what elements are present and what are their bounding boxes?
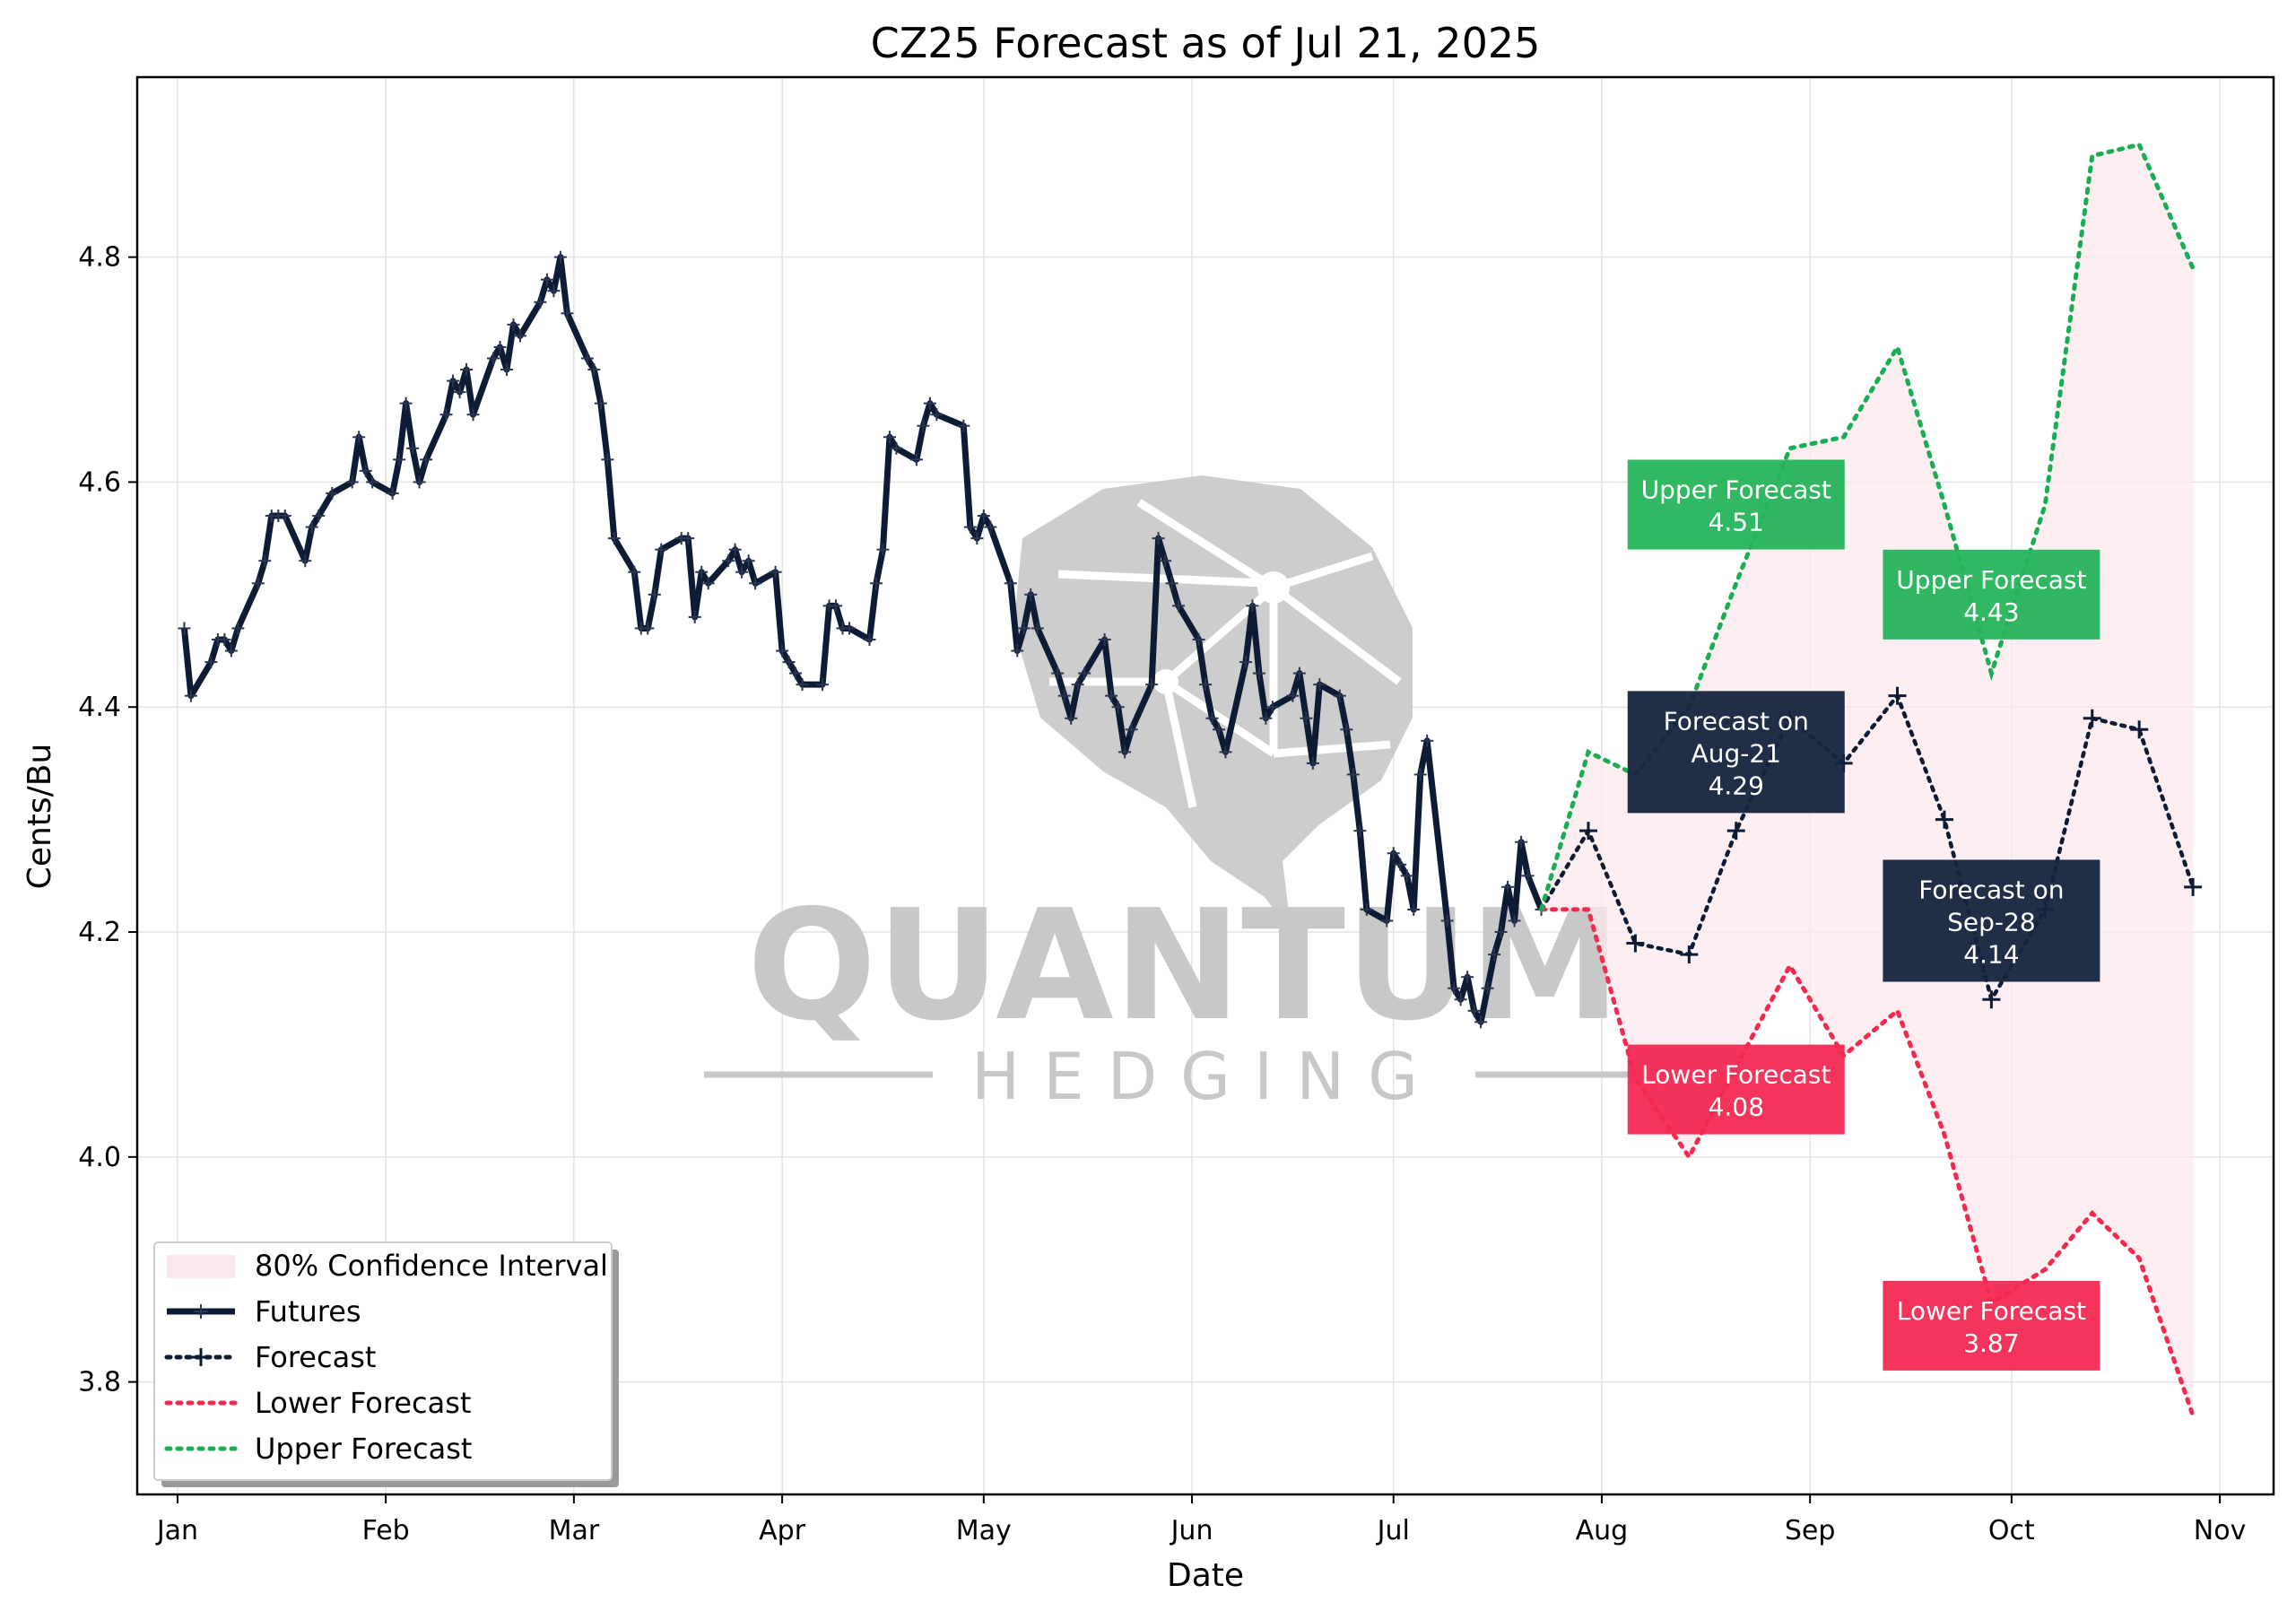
- watermark-brain-line: [1161, 681, 1197, 808]
- x-tick-label: Nov: [2194, 1515, 2247, 1546]
- annotation-text: Forecast on: [1664, 706, 1809, 736]
- y-tick-label: 4.0: [78, 1142, 121, 1173]
- watermark-brain-shape: [1013, 475, 1413, 933]
- x-tick-label: May: [956, 1515, 1012, 1546]
- watermark-text-quantum: QUANTUM: [747, 877, 1621, 1055]
- watermark-brain-line: [1136, 499, 1276, 591]
- futures-line: [180, 254, 1544, 1025]
- x-tick-label: Jun: [1170, 1515, 1213, 1546]
- annotation-text: 4.51: [1709, 508, 1764, 537]
- legend-label: Lower Forecast: [255, 1386, 471, 1420]
- watermark-brain-node: [1153, 669, 1178, 694]
- annotation-text: Upper Forecast: [1641, 475, 1831, 505]
- watermark-brain-node: [1257, 571, 1290, 604]
- legend-item-upper: Upper Forecast: [164, 1432, 472, 1466]
- watermark-brain-line: [1273, 740, 1391, 758]
- x-tick-label: Aug: [1576, 1515, 1629, 1546]
- axes: Jan Feb Mar Apr May Jun Jul Aug Sep Oct Nov 3.8 4.0 4…: [78, 75, 2275, 1546]
- legend-item-futures: Futures: [167, 1294, 361, 1328]
- annotation-text: 4.14: [1963, 939, 2019, 969]
- x-tick-label: Jul: [1376, 1515, 1410, 1546]
- legend-item-band: 80% Confidence Interval: [167, 1249, 608, 1283]
- annotation-box: [1883, 1280, 2100, 1371]
- annotation-text: 4.08: [1709, 1093, 1764, 1122]
- x-tick-label: Oct: [1988, 1515, 2035, 1546]
- y-tick-label: 4.8: [78, 242, 121, 274]
- legend: 80% Confidence Interval Futures Forecast Lo…: [153, 1241, 619, 1487]
- annotation-text: Sep-28: [1947, 907, 2036, 936]
- annotation-text: Upper Forecast: [1896, 565, 2086, 595]
- watermark-brain-line: [1057, 570, 1265, 588]
- watermark-brain-line: [1272, 552, 1374, 592]
- watermark-brain-line: [1163, 678, 1276, 757]
- x-tick-label: Jan: [155, 1515, 198, 1546]
- legend-label: Forecast: [255, 1340, 376, 1374]
- annotation-text: 4.43: [1963, 597, 2019, 627]
- annotation-box: [1883, 549, 2100, 640]
- legend-label: Futures: [255, 1294, 361, 1328]
- legend-label: 80% Confidence Interval: [255, 1249, 608, 1283]
- annotation-text: 4.29: [1709, 771, 1764, 800]
- legend-swatch-band: [167, 1255, 235, 1278]
- watermark-text-hedging: HEDGING: [971, 1039, 1441, 1114]
- annotation-text: Aug-21: [1692, 738, 1781, 768]
- annotation-text: Forecast on: [1918, 875, 2064, 904]
- chart-title: CZ25 Forecast as of Jul 21, 2025: [871, 19, 1541, 67]
- annotation-box: [1883, 859, 2100, 982]
- annotation-upper: Upper Forecast 4.51: [1627, 459, 1845, 550]
- watermark-brain-line: [1271, 584, 1402, 685]
- legend-item-lower: Lower Forecast: [164, 1386, 471, 1420]
- x-tick-label: Mar: [549, 1515, 600, 1546]
- annotation-box: [1627, 691, 1845, 814]
- x-tick-label: Sep: [1785, 1515, 1836, 1546]
- legend-item-forecast: Forecast: [164, 1340, 376, 1374]
- annotation-text: Lower Forecast: [1641, 1060, 1831, 1090]
- annotation-lower: Lower Forecast 4.08: [1627, 1044, 1845, 1135]
- legend-label: Upper Forecast: [255, 1432, 472, 1466]
- y-tick-label: 4.4: [78, 692, 121, 723]
- annotation-box: [1627, 459, 1845, 550]
- watermark-brain-line: [1163, 584, 1276, 685]
- x-tick-label: Feb: [362, 1515, 410, 1546]
- plot-frame: [135, 75, 2275, 1496]
- x-axis-title: Date: [1167, 1557, 1244, 1594]
- annotation-box: [1627, 1044, 1845, 1135]
- y-tick-label: 4.2: [78, 917, 121, 948]
- y-axis-title: Cents/Bu: [22, 744, 58, 890]
- series-futures: [178, 250, 1548, 1029]
- x-tick-label: Apr: [759, 1515, 806, 1546]
- annotation-text: Lower Forecast: [1897, 1296, 2086, 1326]
- y-tick-label: 3.8: [78, 1367, 121, 1398]
- legend-box: [153, 1241, 613, 1481]
- annotation-mid: Forecast on Sep-28 4.14: [1883, 859, 2100, 982]
- annotation-text: 3.87: [1963, 1328, 2019, 1358]
- y-tick-label: 4.6: [78, 466, 121, 498]
